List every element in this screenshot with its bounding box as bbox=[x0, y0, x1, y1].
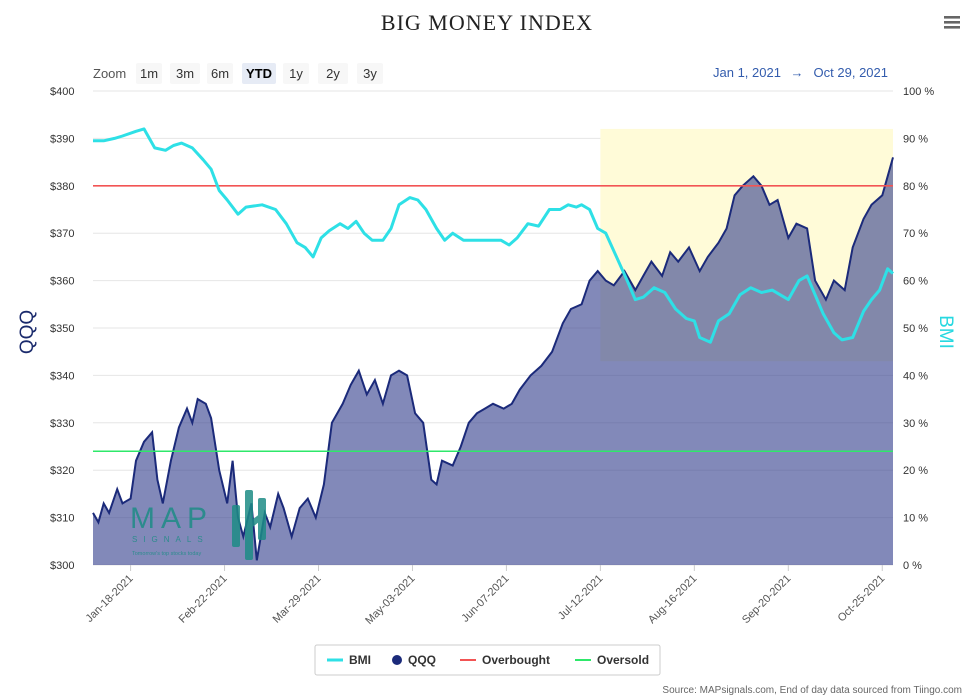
right-tick-label: 10 % bbox=[903, 513, 928, 525]
legend-item-qqq[interactable]: QQQ bbox=[392, 653, 436, 667]
left-tick-label: $370 bbox=[50, 228, 74, 240]
right-tick-label: 40 % bbox=[903, 370, 928, 382]
right-tick-label: 80 % bbox=[903, 181, 928, 193]
right-tick-label: 70 % bbox=[903, 228, 928, 240]
x-tick-label: May-03-2021 bbox=[363, 573, 417, 627]
svg-text:6m: 6m bbox=[211, 66, 229, 81]
range-to[interactable]: Oct 29, 2021 bbox=[814, 65, 888, 80]
right-tick-label: 50 % bbox=[903, 323, 928, 335]
legend-item-overbought[interactable]: Overbought bbox=[460, 653, 550, 667]
legend-item-oversold[interactable]: Oversold bbox=[575, 653, 649, 667]
svg-text:2y: 2y bbox=[326, 66, 340, 81]
legend-label: BMI bbox=[349, 653, 371, 667]
left-tick-label: $350 bbox=[50, 323, 74, 335]
watermark-tagline: Tomorrow's top stocks today bbox=[132, 551, 201, 557]
zoom-button-2y[interactable]: 2y bbox=[318, 63, 348, 84]
zoom-button-1y[interactable]: 1y bbox=[283, 63, 309, 84]
mapsignals-logo-watermark: MAP SIGNALS Tomorrow's top stocks today bbox=[130, 490, 267, 560]
qqq-line-series bbox=[92, 157, 894, 561]
left-tick-label: $330 bbox=[50, 418, 74, 430]
left-tick-label: $310 bbox=[50, 513, 74, 525]
x-tick-label: Aug-16-2021 bbox=[646, 573, 699, 626]
watermark-brand: MAP bbox=[130, 502, 213, 535]
watermark-sub: SIGNALS bbox=[132, 535, 209, 544]
svg-text:3y: 3y bbox=[363, 66, 377, 81]
right-axis-title: BMI bbox=[935, 315, 956, 349]
left-tick-label: $300 bbox=[50, 560, 74, 572]
right-tick-label: 20 % bbox=[903, 465, 928, 477]
svg-text:1m: 1m bbox=[140, 66, 158, 81]
zoom-button-1m[interactable]: 1m bbox=[136, 63, 162, 84]
qqq-area-series bbox=[93, 157, 893, 565]
zoom-button-ytd[interactable]: YTD bbox=[242, 63, 276, 84]
x-tick-label: Mar-29-2021 bbox=[271, 573, 324, 626]
right-tick-label: 90 % bbox=[903, 133, 928, 145]
left-tick-label: $320 bbox=[50, 465, 74, 477]
left-tick-label: $380 bbox=[50, 181, 74, 193]
x-tick-label: Jan-18-2021 bbox=[84, 573, 136, 625]
left-axis-title: QQQ bbox=[17, 310, 38, 354]
x-tick-label: Sep-20-2021 bbox=[740, 573, 793, 626]
watermark-bars-icon bbox=[232, 490, 267, 560]
range-from[interactable]: Jan 1, 2021 bbox=[713, 65, 781, 80]
svg-text:1y: 1y bbox=[289, 66, 303, 81]
zoom-button-6m[interactable]: 6m bbox=[207, 63, 233, 84]
x-tick-label: Feb-22-2021 bbox=[177, 573, 230, 626]
svg-text:YTD: YTD bbox=[246, 66, 272, 81]
left-tick-label: $390 bbox=[50, 133, 74, 145]
svg-text:3m: 3m bbox=[176, 66, 194, 81]
x-tick-label: Jul-12-2021 bbox=[556, 573, 606, 623]
right-tick-label: 60 % bbox=[903, 276, 928, 288]
left-axis-ticks: $300 $310 $320 $330 $340 $350 $360 $370 $380 $390… bbox=[50, 86, 74, 572]
right-tick-label: 100 % bbox=[903, 86, 934, 98]
legend: BMI QQQ Overbought Oversold bbox=[314, 644, 661, 676]
chart-menu-icon[interactable] bbox=[940, 12, 964, 36]
right-tick-label: 0 % bbox=[903, 560, 922, 572]
right-tick-label: 30 % bbox=[903, 418, 928, 430]
legend-label: Overbought bbox=[482, 653, 550, 667]
x-axis-ticks: Jan-18-2021 Feb-22-2021 Mar-29-2021 May-03-… bbox=[84, 565, 888, 627]
zoom-button-group: 1m 3m 6m YTD 1y 2y 3y bbox=[136, 63, 383, 84]
zoom-button-3m[interactable]: 3m bbox=[170, 63, 200, 84]
zoom-label: Zoom bbox=[93, 66, 126, 81]
legend-label: Oversold bbox=[597, 653, 649, 667]
legend-label: QQQ bbox=[408, 653, 436, 667]
x-tick-label: Oct-25-2021 bbox=[836, 573, 888, 625]
source-note: Source: MAPsignals.com, End of day data … bbox=[662, 685, 962, 696]
bmi-line-series bbox=[93, 127, 894, 344]
x-tick-label: Jun-07-2021 bbox=[459, 573, 511, 625]
chart-title: BIG MONEY INDEX bbox=[381, 10, 593, 35]
right-axis-ticks: 0 % 10 % 20 % 30 % 40 % 50 % 60 % 70 % 80 % 90 % 1… bbox=[903, 86, 934, 572]
left-tick-label: $340 bbox=[50, 370, 74, 382]
left-tick-label: $400 bbox=[50, 86, 74, 98]
zoom-button-3y[interactable]: 3y bbox=[357, 63, 383, 84]
legend-item-bmi[interactable]: BMI bbox=[327, 653, 371, 667]
left-tick-label: $360 bbox=[50, 276, 74, 288]
range-arrow: → bbox=[791, 65, 804, 80]
